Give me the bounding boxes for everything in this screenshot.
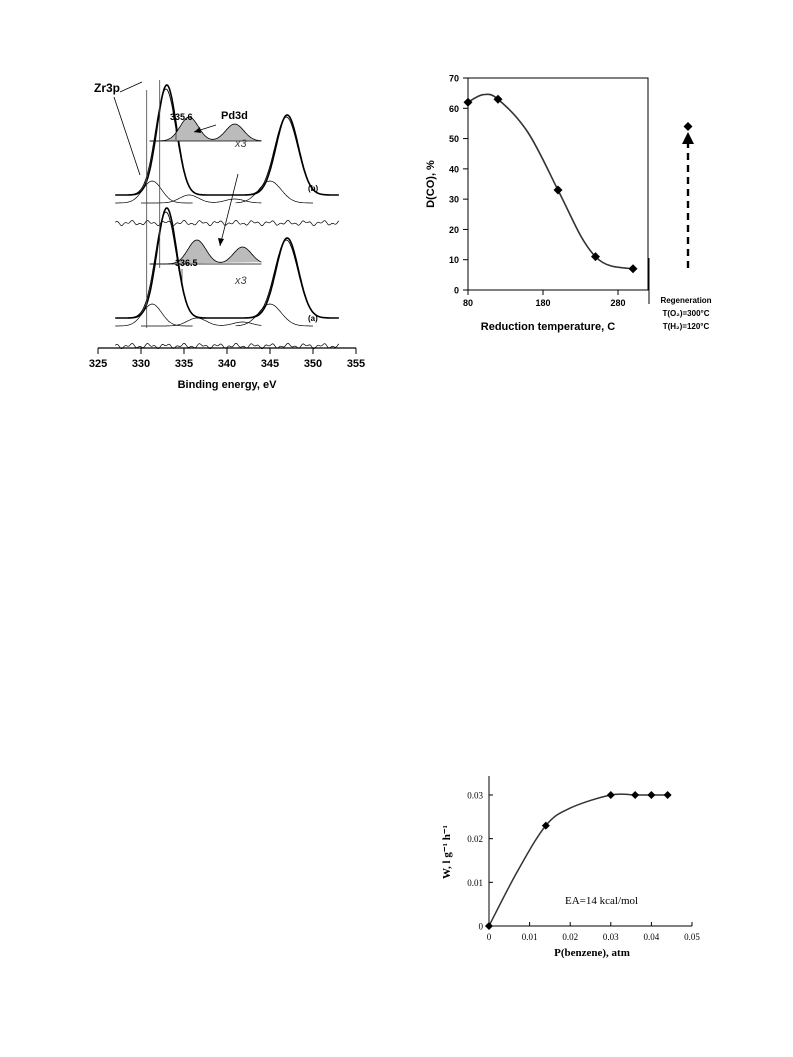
dco-y-tick-label: 70 [449, 74, 459, 84]
xps-curves [115, 84, 340, 350]
spectrum-label-b: (b) [308, 184, 319, 193]
rate-y-tick-label: 0 [479, 922, 484, 932]
xps-component-pd-2-b [227, 116, 339, 196]
xps-x-tick-label: 330 [132, 358, 150, 370]
dco-chart: 0 10 20 30 40 50 60 70 80 180 280 Regeneration T(… [420, 60, 740, 380]
xps-component-zr-a [115, 303, 193, 327]
rate-y-axis-label: W, l g⁻¹ h⁻¹ [441, 825, 453, 879]
xps-x-tick-label: 340 [218, 358, 236, 370]
xps-x-ticks: 325 330 335 340 345 350 355 [89, 348, 365, 370]
dco-data-point [591, 252, 600, 262]
rate-data-point [485, 922, 493, 930]
rate-svg: 0 0.01 0.02 0.03 0 0.01 0.02 0.03 0.04 0.05 EA=1… [441, 776, 700, 959]
xps-x-tick-label: 355 [347, 358, 365, 370]
rate-x-ticks: 0 0.01 0.02 0.03 0.04 0.05 [487, 922, 700, 942]
rate-x-tick-label: 0.04 [644, 932, 660, 942]
dco-y-tick-label: 40 [449, 164, 459, 174]
dco-x-tick-label: 80 [463, 298, 473, 308]
zr3p-pointer-a [113, 96, 141, 176]
xps-x-tick-label: 350 [304, 358, 322, 370]
rate-data-point [606, 791, 615, 799]
rate-x-axis-label: P(benzene), atm [554, 947, 630, 959]
dco-y-ticks: 0 10 20 30 40 50 60 70 [449, 74, 468, 296]
dco-fit-curve [467, 93, 634, 270]
rate-chart: 0 0.01 0.02 0.03 0 0.01 0.02 0.03 0.04 0.05 EA=1… [420, 760, 720, 1010]
dco-y-tick-label: 20 [449, 225, 459, 235]
dco-svg: 0 10 20 30 40 50 60 70 80 180 280 Regeneration T(… [425, 74, 712, 334]
xps-svg: 325 330 335 340 345 350 355 Binding energy, eV… [89, 80, 365, 391]
zr3p-pointer-b [119, 81, 143, 93]
xps-minor-component-a [141, 317, 262, 327]
xps-x-tick-label: 325 [89, 358, 107, 370]
regeneration-condition-o2: T(O₂)=300°C [663, 309, 710, 318]
pd3d-arrow-head [194, 127, 201, 133]
dco-y-tick-label: 10 [449, 255, 459, 265]
dco-x-ticks: 80 180 280 [463, 290, 626, 308]
rate-data-point [663, 791, 672, 799]
dco-data-point [628, 264, 638, 274]
dco-data-points [463, 94, 638, 274]
peak-label-a: 336.5 [175, 258, 198, 268]
rate-y-tick-label: 0.02 [467, 834, 483, 844]
xps-component-zr-2-b [235, 180, 313, 204]
dco-data-point [553, 185, 563, 195]
dco-data-point [463, 97, 473, 107]
regeneration-point-group [683, 121, 693, 131]
dco-data-point [493, 94, 503, 104]
rate-x-tick-label: 0.05 [684, 932, 700, 942]
dco-y-axis-label: D(CO), % [425, 160, 437, 208]
rate-y-tick-label: 0.01 [467, 878, 483, 888]
xps-residual-b [115, 219, 340, 227]
rate-x-tick-label: 0.03 [603, 932, 619, 942]
xps-x-axis-label: Binding energy, eV [178, 379, 277, 391]
xps-component-pd-b [123, 88, 227, 196]
scale-label-b: x3 [234, 138, 248, 150]
peak-label-b: 335.6 [170, 112, 193, 122]
rate-data-point [631, 791, 640, 799]
regeneration-point [683, 121, 693, 131]
xps-spectrum-chart: 325 330 335 340 345 350 355 Binding energy, eV… [89, 70, 380, 410]
xps-component-pd-a [123, 211, 227, 319]
pd3d-shift-arrow-line [219, 173, 239, 247]
regeneration-condition-h2: T(H₂)=120°C [663, 322, 710, 331]
rate-data-points [485, 791, 672, 930]
regeneration-arrow-head [682, 132, 694, 144]
xps-expanded-component-b [149, 116, 262, 142]
scale-label-a: x3 [234, 275, 248, 287]
rate-x-tick-label: 0.01 [522, 932, 538, 942]
activation-energy-label: EA=14 kcal/mol [565, 895, 638, 907]
dco-x-axis-label: Reduction temperature, C [481, 321, 616, 333]
dco-x-tick-label: 280 [610, 298, 625, 308]
dco-x-tick-label: 180 [535, 298, 550, 308]
rate-x-tick-label: 0.02 [562, 932, 578, 942]
dco-y-tick-label: 0 [454, 286, 459, 296]
xps-minor-component-b [141, 194, 262, 204]
rate-y-tick-label: 0.03 [467, 791, 483, 801]
dco-y-tick-label: 60 [449, 104, 459, 114]
pd3d-shift-arrow-head [218, 238, 224, 246]
xps-expanded-component-a [149, 239, 262, 265]
zr3p-label: Zr3p [94, 81, 120, 95]
rate-x-tick-label: 0 [487, 932, 492, 942]
xps-component-pd-2-a [227, 239, 339, 319]
xps-x-tick-label: 335 [175, 358, 193, 370]
dco-y-tick-label: 50 [449, 134, 459, 144]
rate-data-point [647, 791, 656, 799]
dco-plot-frame [467, 77, 649, 291]
xps-residual-a [115, 342, 340, 350]
dco-y-tick-label: 30 [449, 195, 459, 205]
regeneration-label: Regeneration [660, 296, 711, 305]
xps-x-tick-label: 345 [261, 358, 279, 370]
xps-component-zr-b [115, 180, 193, 204]
rate-data-point [541, 821, 550, 830]
pd3d-label: Pd3d [221, 110, 248, 122]
spectrum-label-a: (a) [308, 314, 318, 323]
